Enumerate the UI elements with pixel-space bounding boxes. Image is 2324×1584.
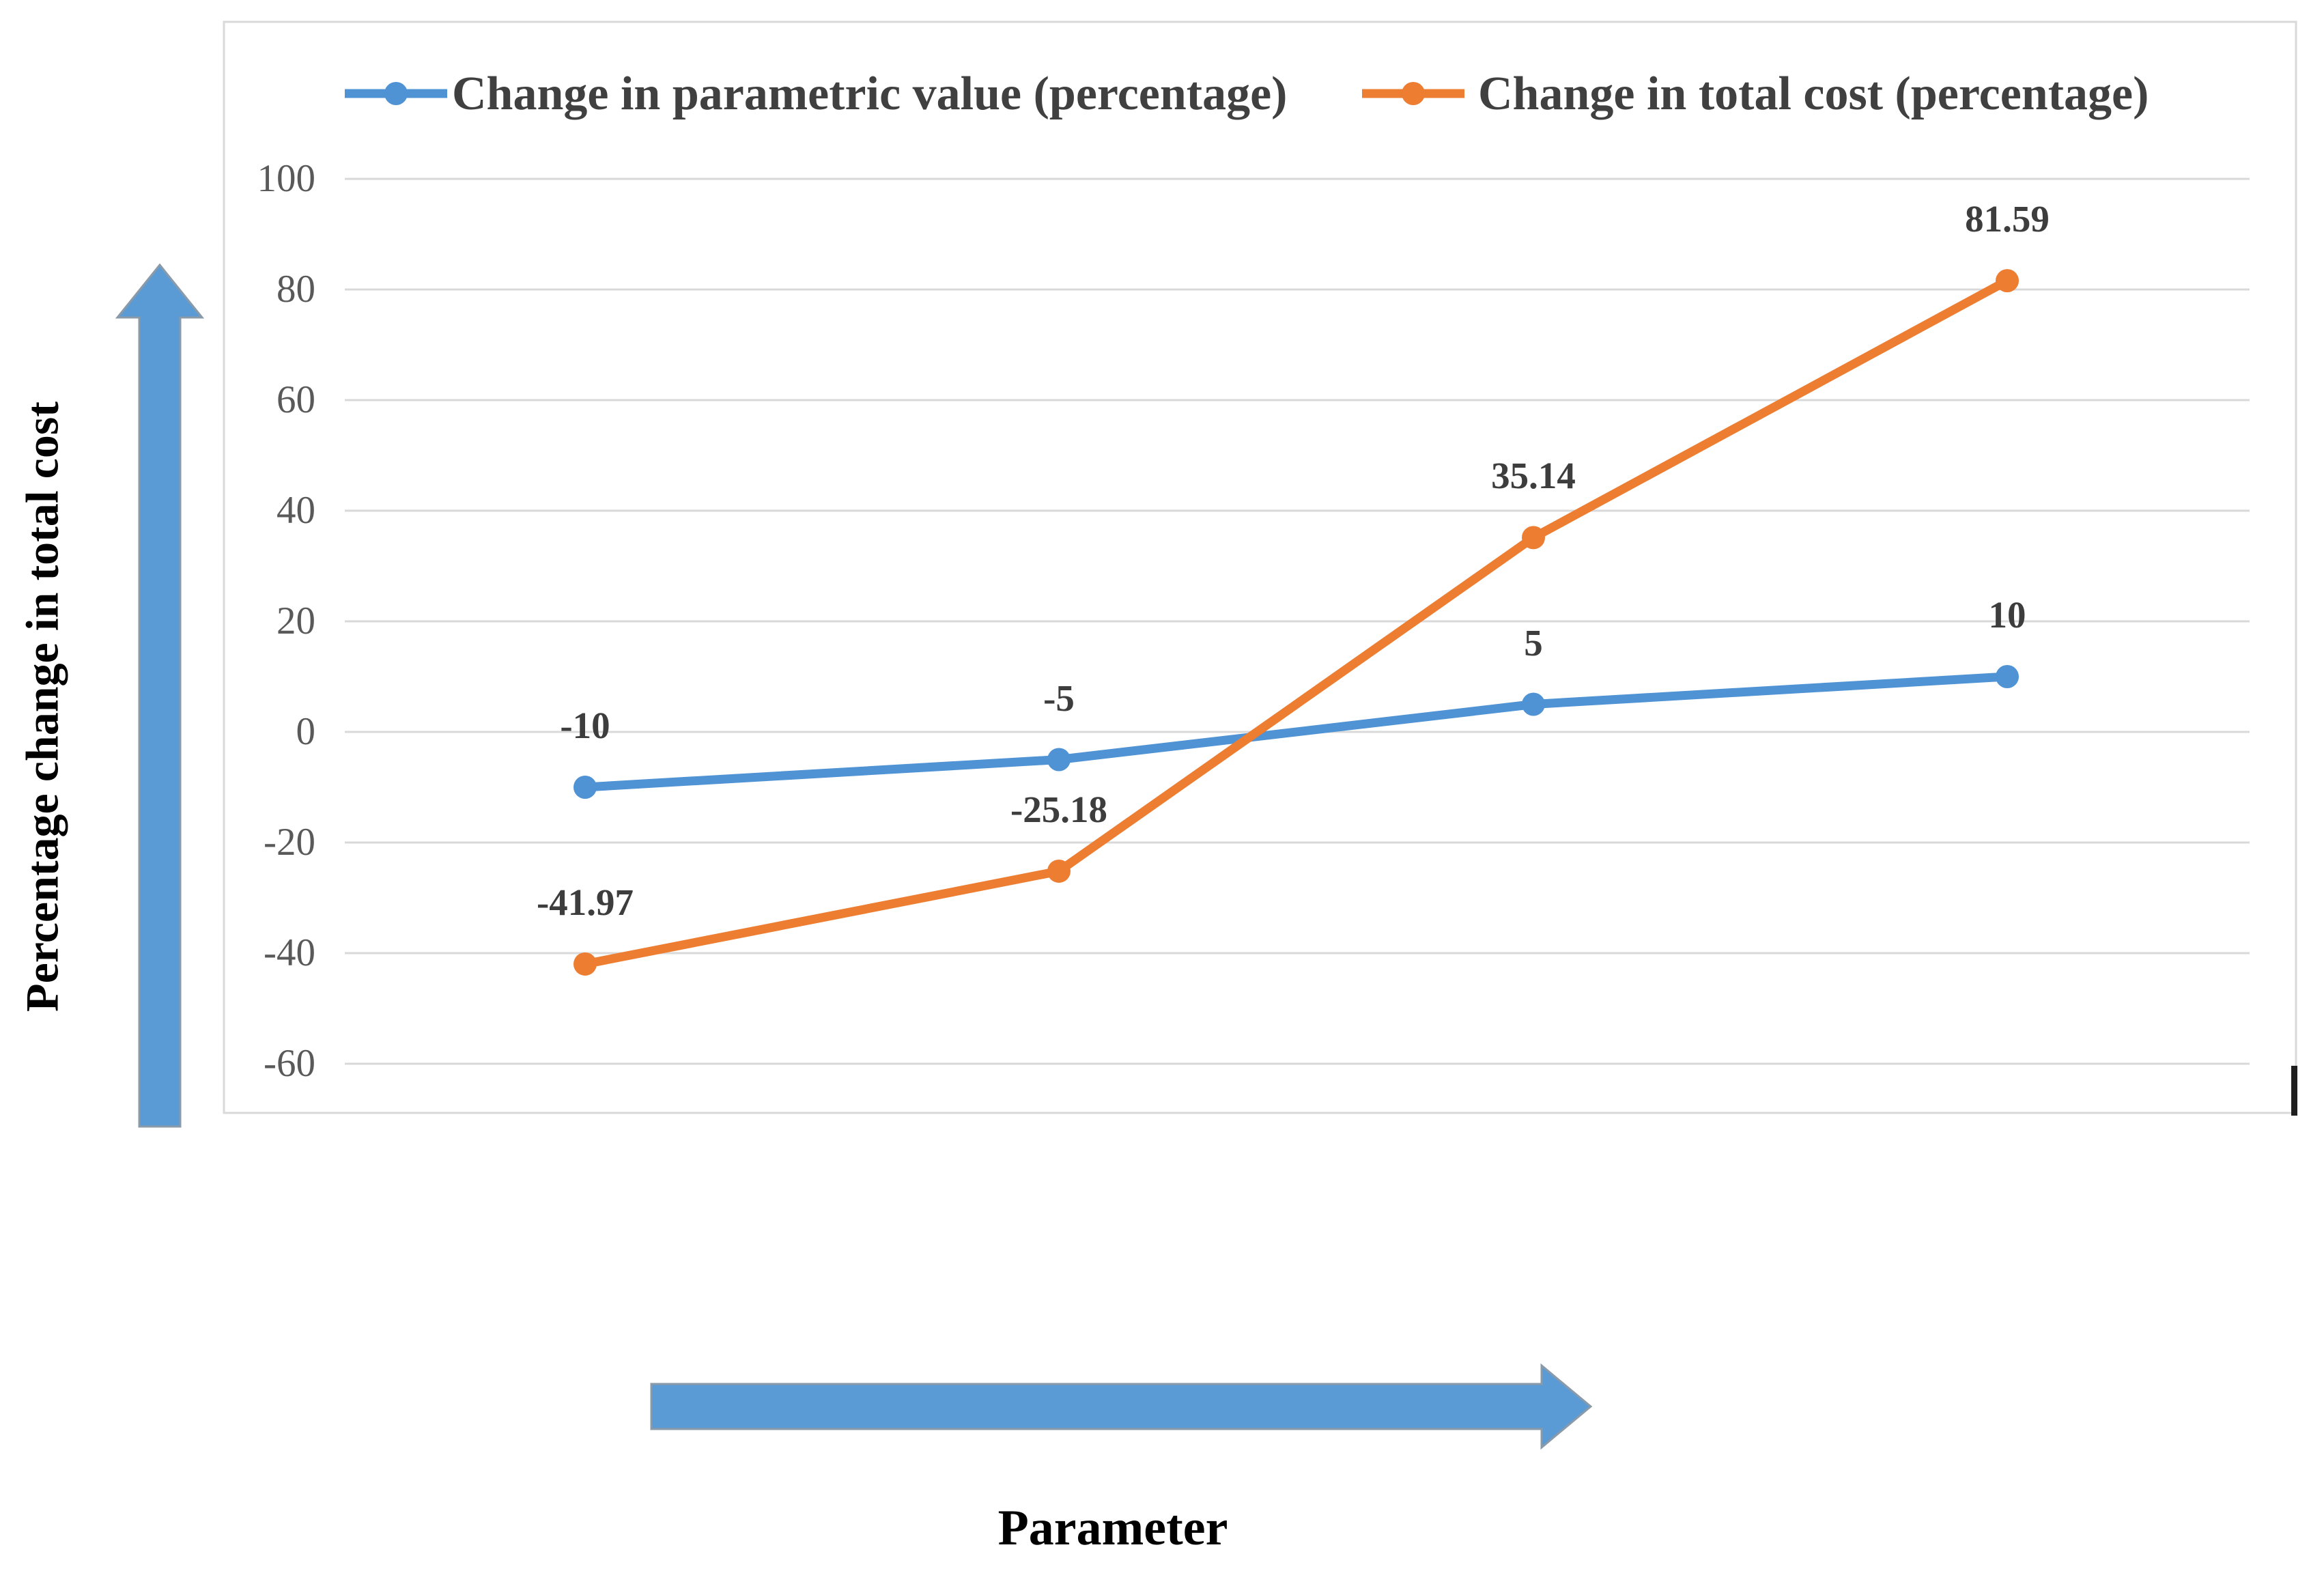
- series-line-1: [580, 276, 2012, 969]
- legend-label-parametric-value: Change in parametric value (percentage): [452, 68, 1288, 120]
- series-line-0: [580, 672, 2012, 792]
- series-lines: [573, 269, 2019, 976]
- legend-marker-dot-1: [1402, 82, 1425, 105]
- data-label-series1-point1: -25.18: [1010, 788, 1108, 830]
- data-label-series0-point2: 5: [1524, 621, 1543, 664]
- series-0-marker-0: [573, 776, 597, 799]
- data-label-series0-point0: -10: [560, 705, 610, 746]
- data-label-series0-point3: 10: [1988, 594, 2026, 636]
- data-label-series1-point2: 35.14: [1491, 455, 1576, 497]
- series-1-marker-2: [1522, 526, 1545, 550]
- data-label-series0-point1: -5: [1043, 677, 1075, 719]
- legend-label-total-cost: Change in total cost (percentage): [1478, 68, 2149, 120]
- y-tick-60: 60: [277, 378, 315, 421]
- y-tick--20: -20: [264, 821, 315, 864]
- text-cursor-artifact: [2291, 1066, 2297, 1116]
- y-tick-100: 100: [257, 157, 316, 200]
- series-1-marker-0: [573, 952, 597, 976]
- legend-marker-dot-0: [384, 82, 408, 105]
- series-0-marker-3: [1996, 665, 2019, 688]
- y-tick-20: 20: [277, 599, 315, 642]
- gridlines: [345, 178, 2250, 1065]
- y-tick--60: -60: [264, 1042, 315, 1085]
- data-label-series1-point3: 81.59: [1965, 198, 2050, 240]
- y-tick-40: 40: [277, 489, 315, 532]
- y-tick-0: 0: [296, 710, 316, 753]
- series-1-marker-3: [1996, 269, 2019, 293]
- y-tick--40: -40: [264, 931, 315, 974]
- chart-area-border: [223, 20, 2297, 1114]
- y-tick-80: 80: [277, 268, 315, 311]
- y-axis-label: Percentage change in total cost: [16, 401, 68, 1012]
- series-1-marker-1: [1047, 859, 1071, 883]
- series-0-marker-1: [1047, 748, 1071, 772]
- legend-markers: [345, 82, 1464, 105]
- data-label-series1-point0: -41.97: [536, 881, 634, 923]
- series-0-marker-2: [1522, 692, 1545, 716]
- right-arrow-icon: [650, 1363, 1593, 1450]
- x-axis-label: Parameter: [997, 1500, 1228, 1556]
- up-arrow-icon: [115, 263, 205, 1128]
